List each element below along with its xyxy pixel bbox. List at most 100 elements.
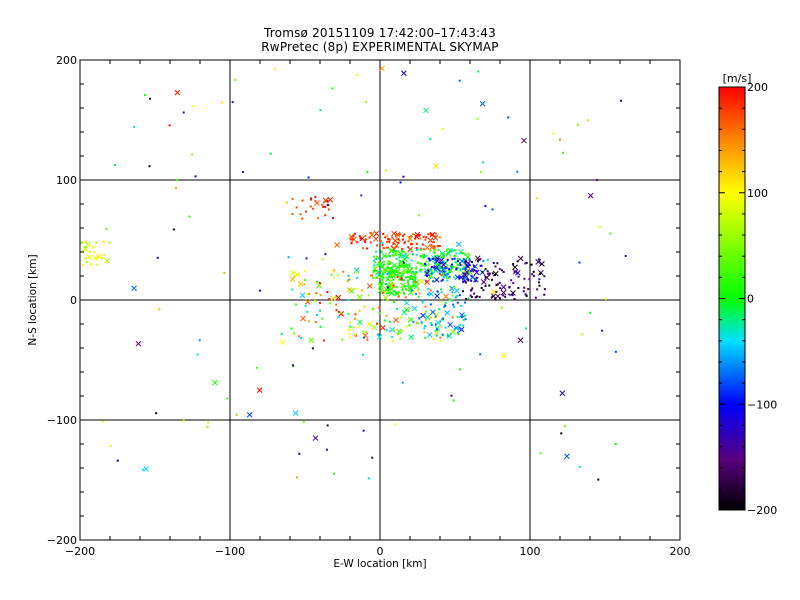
data-point-cross [334, 242, 340, 248]
data-point [450, 394, 453, 397]
data-point [406, 263, 409, 266]
data-point-cross [512, 264, 518, 271]
data-point [116, 459, 119, 462]
data-point [356, 74, 359, 77]
data-point [395, 234, 398, 237]
data-point [450, 263, 453, 266]
data-point-cross [521, 137, 527, 144]
data-point [412, 280, 415, 283]
data-point [500, 306, 503, 309]
data-point [354, 287, 357, 290]
data-point [196, 353, 199, 356]
data-point [410, 289, 413, 292]
data-point-cross [464, 263, 471, 269]
data-point [596, 178, 599, 181]
data-point [367, 294, 370, 297]
data-point [527, 288, 530, 291]
data-point-cross [351, 236, 357, 243]
data-point [381, 241, 384, 244]
data-point [464, 267, 467, 270]
data-point [347, 313, 350, 316]
data-point [398, 271, 401, 274]
data-point-cross [494, 293, 501, 300]
data-point [328, 298, 331, 301]
data-point [101, 256, 104, 259]
data-point [449, 256, 452, 259]
data-point [466, 278, 469, 281]
data-point [298, 335, 301, 338]
data-point [348, 327, 351, 330]
data-point [375, 322, 378, 325]
data-point [400, 275, 403, 278]
data-point [403, 266, 406, 269]
data-point [395, 270, 398, 273]
data-point [430, 265, 433, 268]
data-point [448, 275, 451, 278]
data-point-cross [308, 337, 315, 344]
data-point [385, 240, 388, 243]
data-point [318, 282, 321, 285]
data-point [398, 278, 401, 281]
data-point [449, 271, 452, 274]
data-point [327, 208, 330, 211]
data-point [525, 294, 528, 297]
data-point [353, 326, 356, 329]
data-point [399, 254, 402, 257]
data-point [432, 272, 435, 275]
data-point [398, 264, 401, 267]
data-point [108, 241, 111, 244]
data-point-cross [420, 312, 426, 319]
data-point [491, 278, 494, 281]
chart-subtitle: RwPretec (8p) EXPERIMENTAL SKYMAP [261, 40, 499, 54]
data-point [298, 452, 301, 455]
data-point-cross [212, 379, 218, 386]
data-point [380, 274, 383, 277]
data-point [460, 305, 463, 308]
data-point [410, 271, 413, 274]
data-point [417, 322, 420, 325]
data-point [392, 271, 395, 274]
data-point-cross [405, 268, 412, 275]
data-point [133, 125, 136, 128]
data-point-cross [564, 453, 570, 460]
data-point [319, 294, 322, 297]
data-point [394, 290, 397, 293]
data-point [362, 429, 365, 432]
data-point [417, 295, 420, 298]
data-point [511, 294, 514, 297]
data-point [408, 324, 411, 327]
data-point [337, 316, 340, 319]
data-point [93, 251, 96, 254]
data-point [499, 287, 502, 290]
data-point [502, 294, 505, 297]
data-point [403, 269, 406, 272]
data-point [446, 258, 449, 261]
data-point [454, 249, 457, 252]
data-point [451, 291, 454, 294]
data-point [303, 279, 306, 282]
data-point [418, 317, 421, 320]
data-point [424, 305, 427, 308]
data-point [335, 303, 338, 306]
data-point [395, 274, 398, 277]
data-point [539, 272, 542, 275]
data-point [415, 293, 418, 296]
data-point-cross [418, 278, 425, 285]
data-point [401, 289, 404, 292]
data-point [319, 309, 322, 312]
data-points [80, 65, 627, 481]
data-point [258, 289, 261, 292]
data-point [226, 397, 229, 400]
data-point [242, 170, 245, 173]
data-point [562, 151, 565, 154]
data-point [411, 276, 414, 279]
data-point [389, 320, 392, 323]
data-point [382, 273, 385, 276]
data-point [427, 269, 430, 272]
data-point [319, 301, 322, 304]
data-point [403, 292, 406, 295]
data-point [411, 277, 414, 280]
data-point [403, 233, 406, 236]
data-point [517, 286, 520, 289]
data-point-cross [389, 326, 396, 333]
